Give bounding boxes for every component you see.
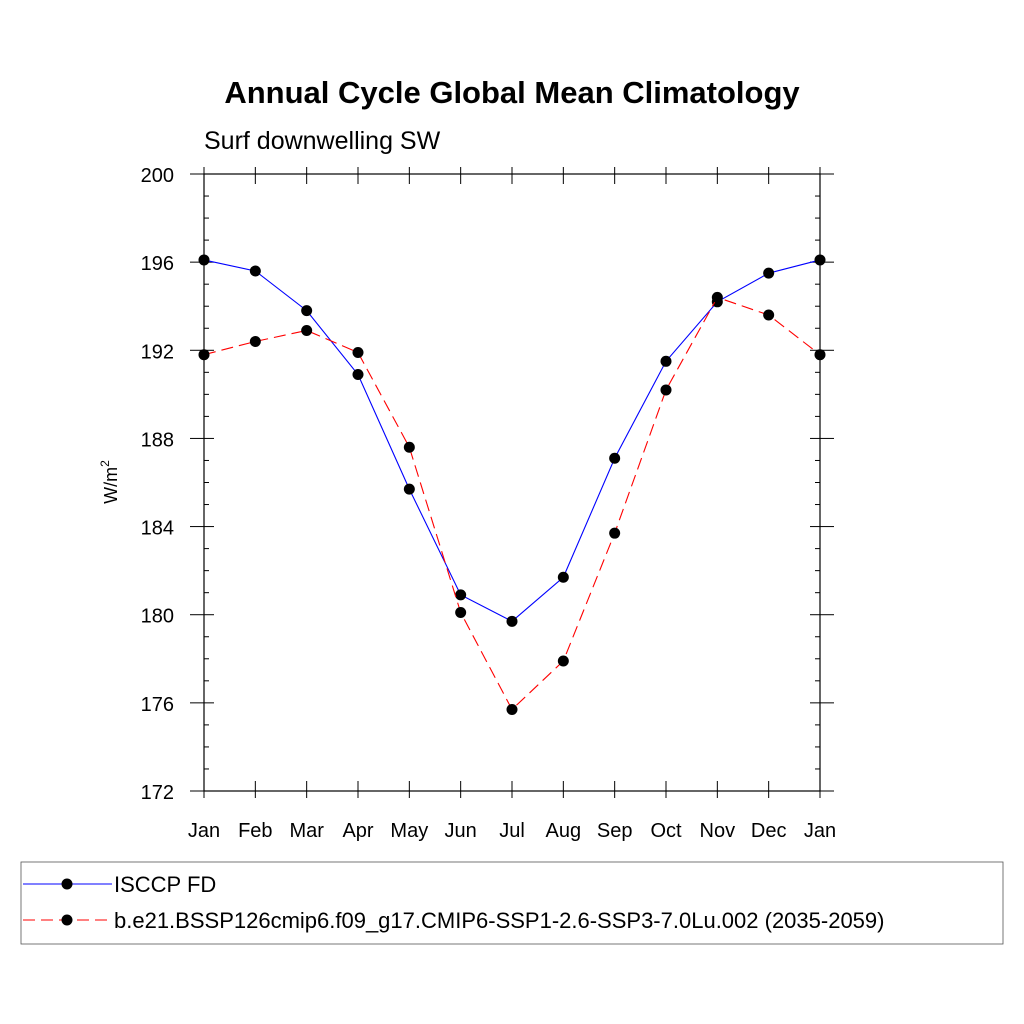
legend-label: ISCCP FD <box>114 872 216 897</box>
x-tick-label: May <box>390 820 428 842</box>
data-point <box>301 305 313 317</box>
data-point <box>711 291 723 303</box>
series-line <box>203 296 821 711</box>
data-point <box>455 589 467 601</box>
legend: ISCCP FD b.e21.BSSP126cmip6.f09_g17.CMIP6… <box>20 861 1004 945</box>
svg-text:W/m2: W/m2 <box>98 460 121 504</box>
series-1 <box>198 254 826 627</box>
data-point <box>403 441 415 453</box>
y-axis-label: W/m2 <box>98 460 121 504</box>
y-axis-label-superscript: 2 <box>98 460 112 467</box>
legend-entry-1: ISCCP FD <box>23 872 216 897</box>
data-point <box>403 483 415 495</box>
legend-entries: ISCCP FD b.e21.BSSP126cmip6.f09_g17.CMIP6… <box>23 872 884 933</box>
x-tick-label: Sep <box>597 820 633 842</box>
y-tick-label: 188 <box>141 429 174 451</box>
series-2 <box>198 291 826 715</box>
x-tick-label: Jan <box>188 820 220 842</box>
x-tick-label: Dec <box>751 820 787 842</box>
plot-frame <box>203 173 821 792</box>
legend-box <box>20 861 1004 945</box>
y-tick-label: 180 <box>141 606 174 628</box>
data-point <box>249 265 261 277</box>
data-point <box>609 452 621 464</box>
y-tick-label: 192 <box>141 341 174 363</box>
x-tick-label: Mar <box>289 820 324 842</box>
data-point <box>249 335 261 347</box>
legend-label: b.e21.BSSP126cmip6.f09_g17.CMIP6-SSP1-2.… <box>114 908 884 933</box>
data-point <box>660 355 672 367</box>
data-point <box>455 607 467 619</box>
y-axis-label-text: W/m <box>101 467 121 504</box>
x-tick-label: Oct <box>650 820 682 842</box>
x-tick-label: Jun <box>445 820 477 842</box>
data-point <box>763 309 775 321</box>
data-point <box>506 615 518 627</box>
legend-marker <box>61 878 73 890</box>
data-point <box>506 703 518 715</box>
y-tick-label: 172 <box>141 782 174 804</box>
series-line <box>203 259 821 622</box>
chart-subtitle: Surf downwelling SW <box>204 127 441 155</box>
x-tick-label: Jul <box>499 820 525 842</box>
data-point <box>557 655 569 667</box>
series-layer <box>198 254 826 715</box>
x-tick-label: Aug <box>546 820 582 842</box>
x-tick-label: Nov <box>700 820 736 842</box>
legend-marker <box>61 914 73 926</box>
y-tick-label: 184 <box>141 518 174 540</box>
data-point <box>763 267 775 279</box>
data-point <box>352 369 364 381</box>
y-tick-label: 200 <box>141 165 174 187</box>
y-tick-label: 196 <box>141 253 174 275</box>
axes: Jan Feb Mar Apr May Jun Jul Aug Sep Oct Nov Dec Jan 1… <box>141 165 837 842</box>
data-point <box>557 571 569 583</box>
x-tick-label: Jan <box>804 820 836 842</box>
chart-title: Annual Cycle Global Mean Climatology <box>224 75 800 110</box>
data-point <box>660 384 672 396</box>
data-point <box>609 527 621 539</box>
x-tick-label: Apr <box>342 820 373 842</box>
y-tick-label: 176 <box>141 694 174 716</box>
legend-entry-2: b.e21.BSSP126cmip6.f09_g17.CMIP6-SSP1-2.… <box>23 908 884 933</box>
data-point <box>301 324 313 336</box>
x-tick-label: Feb <box>238 820 272 842</box>
data-point <box>352 346 364 358</box>
